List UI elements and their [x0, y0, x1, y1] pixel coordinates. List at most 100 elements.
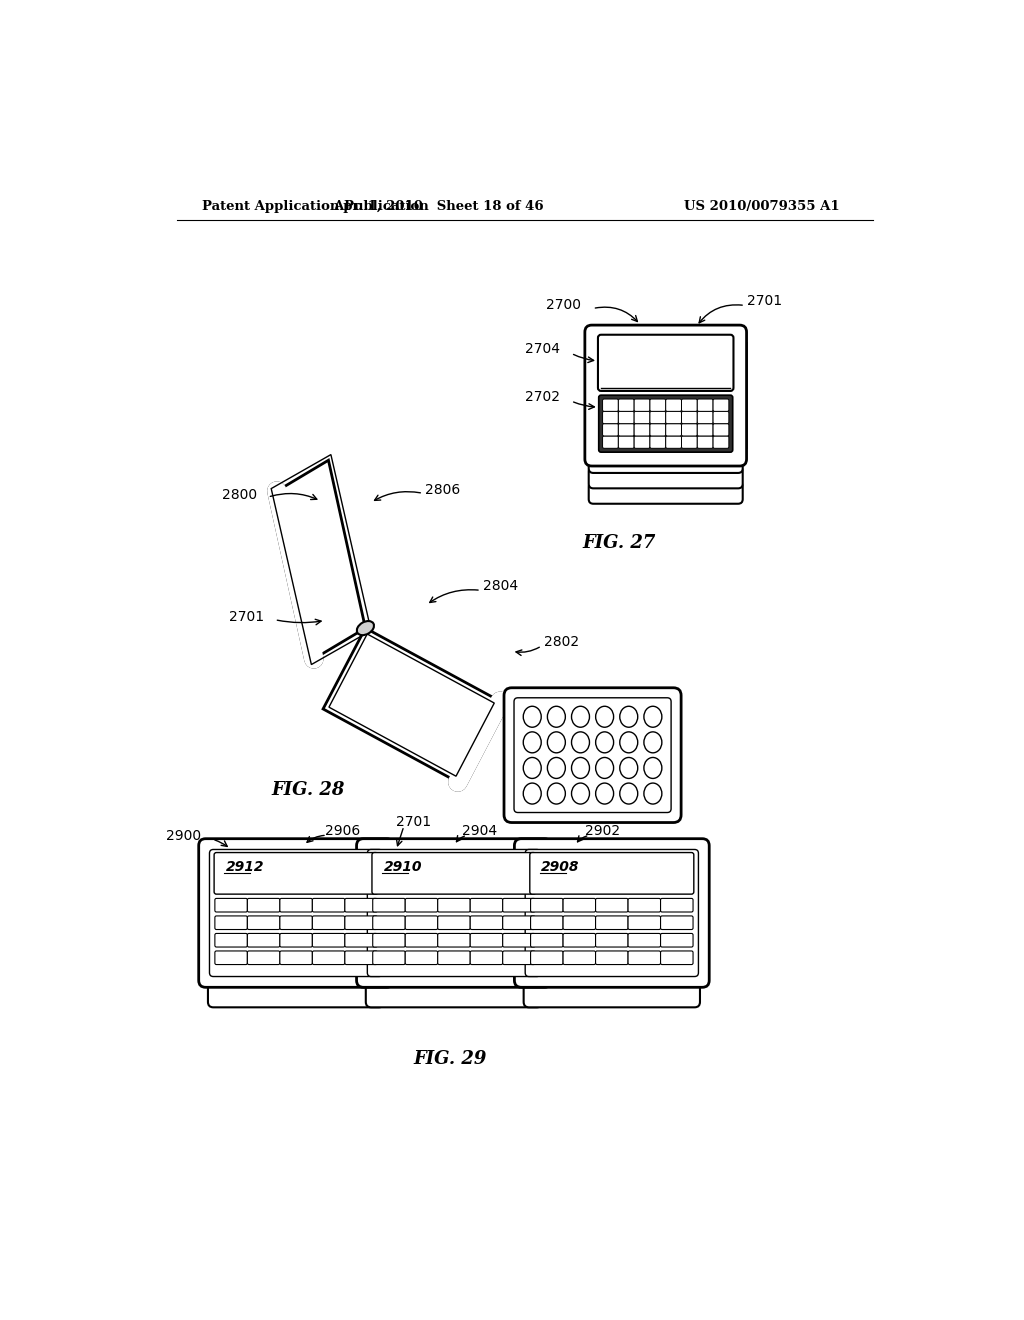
Text: 2701: 2701	[396, 816, 431, 829]
FancyBboxPatch shape	[345, 916, 378, 929]
FancyBboxPatch shape	[589, 482, 742, 504]
FancyBboxPatch shape	[697, 399, 713, 412]
FancyBboxPatch shape	[312, 916, 345, 929]
FancyBboxPatch shape	[514, 838, 710, 987]
FancyBboxPatch shape	[437, 950, 470, 965]
Text: FIG. 29: FIG. 29	[414, 1051, 486, 1068]
Ellipse shape	[620, 731, 638, 752]
FancyBboxPatch shape	[682, 412, 697, 424]
FancyBboxPatch shape	[280, 950, 312, 965]
FancyBboxPatch shape	[312, 899, 345, 912]
FancyBboxPatch shape	[598, 335, 733, 391]
Text: 2701: 2701	[746, 294, 781, 308]
FancyBboxPatch shape	[666, 424, 682, 436]
Polygon shape	[323, 628, 500, 781]
FancyBboxPatch shape	[248, 899, 280, 912]
FancyBboxPatch shape	[470, 899, 503, 912]
FancyBboxPatch shape	[356, 838, 551, 987]
FancyBboxPatch shape	[215, 916, 248, 929]
FancyBboxPatch shape	[634, 412, 650, 424]
FancyBboxPatch shape	[529, 853, 694, 894]
FancyBboxPatch shape	[563, 950, 596, 965]
Text: US 2010/0079355 A1: US 2010/0079355 A1	[684, 201, 840, 214]
FancyBboxPatch shape	[503, 916, 536, 929]
Text: 2908: 2908	[542, 861, 580, 874]
Polygon shape	[276, 461, 366, 659]
FancyBboxPatch shape	[618, 424, 634, 436]
Ellipse shape	[548, 706, 565, 727]
Ellipse shape	[356, 620, 374, 635]
FancyBboxPatch shape	[618, 399, 634, 412]
FancyBboxPatch shape	[589, 467, 742, 488]
FancyBboxPatch shape	[628, 899, 660, 912]
FancyBboxPatch shape	[666, 399, 682, 412]
FancyBboxPatch shape	[602, 424, 618, 436]
FancyBboxPatch shape	[503, 933, 536, 946]
Text: 2700: 2700	[546, 298, 581, 312]
FancyBboxPatch shape	[682, 436, 697, 449]
FancyBboxPatch shape	[215, 933, 248, 946]
FancyBboxPatch shape	[599, 395, 733, 453]
FancyBboxPatch shape	[215, 899, 248, 912]
FancyBboxPatch shape	[634, 424, 650, 436]
Text: 2910: 2910	[384, 861, 422, 874]
FancyBboxPatch shape	[650, 436, 666, 449]
FancyBboxPatch shape	[280, 933, 312, 946]
FancyBboxPatch shape	[248, 933, 280, 946]
FancyBboxPatch shape	[660, 933, 693, 946]
FancyBboxPatch shape	[215, 950, 248, 965]
FancyBboxPatch shape	[530, 950, 563, 965]
FancyBboxPatch shape	[682, 399, 697, 412]
Text: 2704: 2704	[525, 342, 560, 356]
FancyBboxPatch shape	[634, 436, 650, 449]
FancyBboxPatch shape	[660, 899, 693, 912]
Ellipse shape	[644, 706, 662, 727]
Ellipse shape	[548, 758, 565, 779]
FancyBboxPatch shape	[406, 933, 437, 946]
FancyBboxPatch shape	[650, 412, 666, 424]
FancyBboxPatch shape	[660, 916, 693, 929]
FancyBboxPatch shape	[345, 950, 378, 965]
Ellipse shape	[571, 758, 590, 779]
Polygon shape	[733, 333, 746, 459]
FancyBboxPatch shape	[563, 899, 596, 912]
Ellipse shape	[644, 783, 662, 804]
FancyBboxPatch shape	[713, 424, 729, 436]
FancyBboxPatch shape	[437, 899, 470, 912]
FancyBboxPatch shape	[697, 424, 713, 436]
Ellipse shape	[644, 731, 662, 752]
Ellipse shape	[620, 706, 638, 727]
Text: 2802: 2802	[544, 635, 580, 649]
Ellipse shape	[523, 731, 542, 752]
FancyBboxPatch shape	[666, 412, 682, 424]
Ellipse shape	[571, 783, 590, 804]
FancyBboxPatch shape	[563, 916, 596, 929]
FancyBboxPatch shape	[437, 933, 470, 946]
Polygon shape	[599, 333, 746, 343]
FancyBboxPatch shape	[563, 933, 596, 946]
Ellipse shape	[596, 706, 613, 727]
FancyBboxPatch shape	[470, 933, 503, 946]
FancyBboxPatch shape	[628, 950, 660, 965]
Ellipse shape	[596, 783, 613, 804]
FancyBboxPatch shape	[713, 436, 729, 449]
Text: FIG. 28: FIG. 28	[271, 781, 344, 799]
FancyBboxPatch shape	[504, 688, 681, 822]
Text: 2804: 2804	[483, 578, 518, 593]
FancyBboxPatch shape	[585, 325, 746, 466]
FancyBboxPatch shape	[373, 916, 406, 929]
FancyBboxPatch shape	[372, 853, 536, 894]
FancyBboxPatch shape	[628, 916, 660, 929]
Text: Patent Application Publication: Patent Application Publication	[202, 201, 429, 214]
FancyBboxPatch shape	[697, 412, 713, 424]
FancyBboxPatch shape	[208, 979, 384, 1007]
Text: 2906: 2906	[326, 824, 360, 838]
Text: Apr. 1, 2010   Sheet 18 of 46: Apr. 1, 2010 Sheet 18 of 46	[333, 201, 544, 214]
Text: 2701: 2701	[228, 610, 264, 624]
Ellipse shape	[620, 783, 638, 804]
FancyBboxPatch shape	[682, 424, 697, 436]
Ellipse shape	[644, 758, 662, 779]
FancyBboxPatch shape	[214, 853, 378, 894]
Ellipse shape	[548, 731, 565, 752]
FancyBboxPatch shape	[470, 916, 503, 929]
